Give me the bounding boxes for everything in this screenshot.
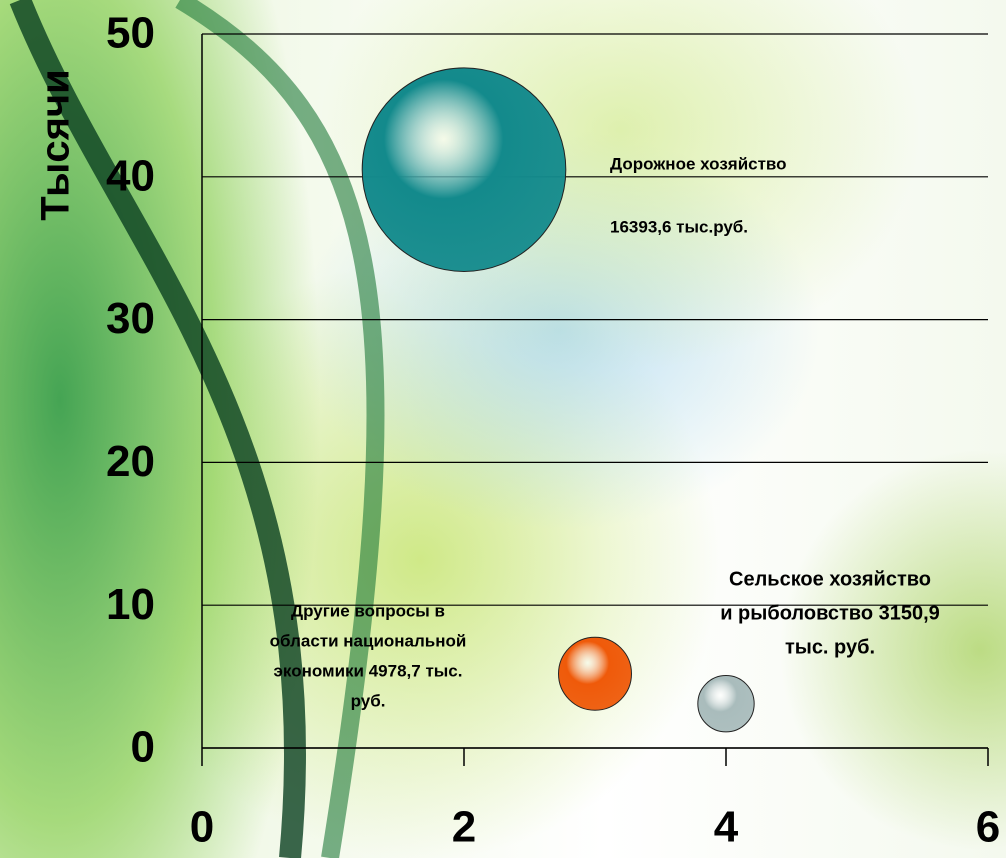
y-tick-label: 50 bbox=[106, 9, 155, 58]
data-label: 16393,6 тыс.руб. bbox=[610, 217, 748, 236]
x-tick-label: 2 bbox=[452, 803, 476, 852]
x-tick-label: 6 bbox=[976, 803, 1000, 852]
y-tick-label: 40 bbox=[106, 151, 155, 200]
data-label: и рыболовство 3150,9 bbox=[720, 602, 940, 624]
y-tick-label: 10 bbox=[106, 580, 155, 629]
bubble bbox=[558, 636, 632, 711]
decor-swoosh bbox=[9, 0, 306, 858]
data-label: руб. bbox=[351, 691, 386, 710]
y-axis-title: Тысячи bbox=[34, 69, 78, 220]
y-tick-label: 20 bbox=[106, 437, 155, 486]
data-label: тыс. руб. bbox=[785, 636, 875, 658]
bubble bbox=[361, 67, 567, 272]
x-tick-label: 0 bbox=[190, 803, 214, 852]
decor-swoosh bbox=[175, 0, 385, 858]
bubble bbox=[697, 675, 755, 733]
x-tick-label: 4 bbox=[714, 803, 739, 852]
data-label: экономики 4978,7 тыс. bbox=[274, 661, 463, 680]
data-label: Другие вопросы в bbox=[291, 601, 445, 620]
y-tick-label: 30 bbox=[106, 294, 155, 343]
y-tick-label: 0 bbox=[131, 723, 155, 772]
data-label: Сельское хозяйство bbox=[729, 568, 931, 590]
data-label: Дорожное хозяйство bbox=[610, 154, 787, 173]
data-label: области национальной bbox=[270, 631, 467, 650]
